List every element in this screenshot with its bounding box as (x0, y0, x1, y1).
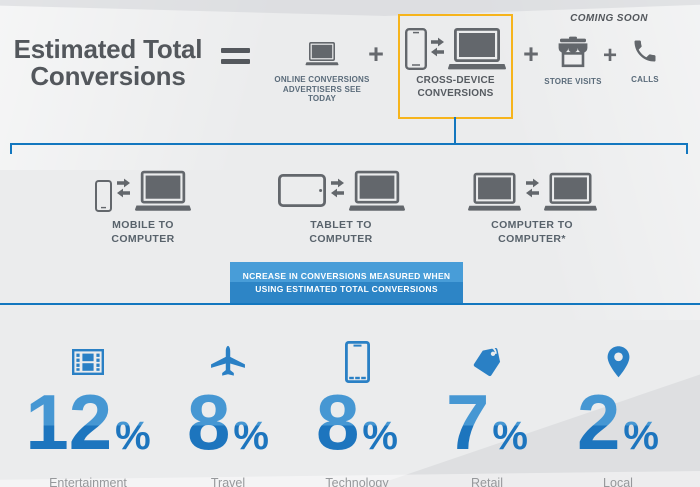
plus-icon: + (602, 42, 617, 69)
bracket-left-tick (10, 143, 12, 154)
computer-to-computer-label: COMPUTER TO COMPUTER* (491, 219, 573, 245)
smartphone-outline-icon (405, 28, 427, 70)
stat-category: Local (603, 476, 633, 487)
laptop-icon (348, 170, 405, 211)
swap-arrows-icon (431, 37, 444, 57)
increase-banner: NCREASE IN CONVERSIONS MEASURED WHEN USI… (230, 262, 463, 303)
calls-term: CALLS (620, 36, 670, 85)
cross-device-highlight-box: CROSS-DEVICE CONVERSIONS (398, 14, 513, 119)
mobile-to-computer-group: MOBILE TO COMPUTER (75, 166, 211, 246)
coming-soon-label: COMING SOON (570, 13, 648, 24)
stat-category: Retail (471, 476, 503, 487)
cross-device-conversions-label: CROSS-DEVICE CONVERSIONS (416, 75, 495, 99)
store-visits-label: STORE VISITS (544, 77, 602, 86)
percent-sign: % (362, 414, 398, 458)
tablet-outline-icon (277, 174, 326, 207)
tablet-to-computer-group: TABLET TO COMPUTER (272, 166, 410, 246)
film-strip-icon (13, 338, 163, 386)
laptop-icon (305, 42, 339, 70)
bracket-right-tick (686, 143, 688, 154)
smartphone-icon (282, 338, 432, 386)
stat-local: 2% Local (543, 338, 693, 487)
percent-sign: % (623, 414, 659, 458)
stat-value: 8% (153, 392, 303, 466)
connector-vertical-line (454, 117, 456, 144)
airplane-icon (153, 338, 303, 386)
laptop-icon (467, 172, 521, 211)
equals-icon (221, 48, 250, 64)
bracket-horizontal-line (10, 143, 688, 145)
stat-value: 12% (13, 392, 163, 466)
page-title: Estimated Total Conversions (13, 34, 203, 91)
swap-arrows-icon (330, 178, 344, 198)
plus-icon: + (523, 39, 539, 69)
computer-to-computer-group: COMPUTER TO COMPUTER* (462, 166, 602, 246)
phone-to-laptop-icon (405, 28, 506, 70)
online-conversions-term: ONLINE CONVERSIONS ADVERTISERS SEE TODAY (262, 42, 382, 104)
stat-retail: 7% Retail (412, 338, 562, 487)
price-tag-icon (412, 338, 562, 386)
percent-sign: % (233, 414, 269, 458)
laptop-icon (135, 170, 191, 211)
laptop-icon (448, 28, 506, 70)
stat-value: 2% (543, 392, 693, 466)
divider-line (0, 303, 700, 305)
store-visits-term: STORE VISITS (540, 36, 606, 87)
online-conversions-label: ONLINE CONVERSIONS ADVERTISERS SEE TODAY (274, 75, 370, 103)
computer-to-computer-icon (462, 166, 602, 212)
stat-technology: 8% Technology (282, 338, 432, 487)
swap-arrows-icon (117, 178, 130, 198)
stat-value: 8% (282, 392, 432, 466)
stat-category: Technology (325, 476, 389, 487)
smartphone-outline-icon (95, 180, 112, 212)
percent-sign: % (115, 414, 151, 458)
percent-sign: % (492, 414, 528, 458)
mobile-to-computer-icon (75, 166, 211, 212)
stat-value: 7% (412, 392, 562, 466)
mobile-to-computer-label: MOBILE TO COMPUTER (111, 219, 175, 245)
calls-label: CALLS (631, 75, 659, 84)
phone-handset-icon (631, 40, 659, 70)
stat-category: Entertainment (49, 476, 127, 487)
stat-entertainment: 12% Entertainment (13, 338, 163, 487)
laptop-icon (543, 172, 597, 211)
tablet-to-computer-label: TABLET TO COMPUTER (309, 219, 373, 245)
storefront-icon (554, 36, 592, 72)
swap-arrows-icon (525, 178, 539, 198)
plus-icon: + (368, 39, 384, 69)
map-pin-icon (543, 338, 693, 386)
stat-travel: 8% Travel (153, 338, 303, 487)
stat-category: Travel (210, 476, 246, 487)
tablet-to-computer-icon (272, 166, 410, 212)
